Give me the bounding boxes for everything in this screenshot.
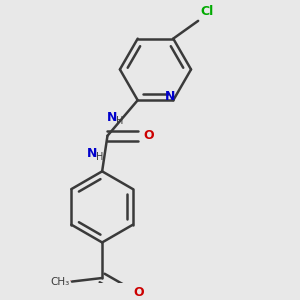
Text: N: N — [87, 147, 98, 160]
Text: O: O — [133, 286, 144, 299]
Text: O: O — [144, 129, 154, 142]
Text: O: O — [70, 280, 71, 281]
Text: N: N — [165, 90, 176, 103]
Text: CH₃: CH₃ — [50, 277, 69, 286]
Text: N: N — [106, 112, 117, 124]
Text: H: H — [116, 116, 123, 126]
Text: H: H — [97, 152, 104, 162]
Text: Cl: Cl — [201, 5, 214, 18]
